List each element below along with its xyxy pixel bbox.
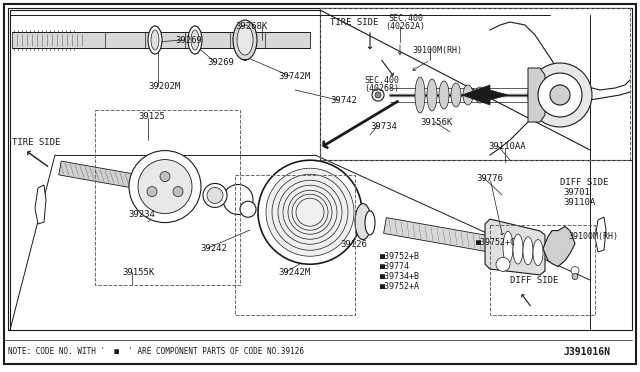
Circle shape: [538, 73, 582, 117]
Text: 39268K: 39268K: [235, 22, 268, 31]
Text: DIFF SIDE: DIFF SIDE: [560, 178, 609, 187]
Ellipse shape: [503, 231, 513, 263]
Circle shape: [572, 273, 578, 280]
Text: 39126: 39126: [340, 240, 367, 249]
Circle shape: [496, 257, 510, 272]
Circle shape: [258, 160, 362, 264]
Circle shape: [203, 183, 227, 208]
Text: (40262A): (40262A): [385, 22, 425, 31]
Ellipse shape: [365, 211, 375, 235]
Ellipse shape: [355, 203, 371, 240]
Text: TIRE SIDE: TIRE SIDE: [12, 138, 60, 147]
Text: 39202M: 39202M: [148, 82, 180, 91]
Circle shape: [571, 267, 579, 275]
Text: 39110A: 39110A: [563, 198, 595, 207]
Polygon shape: [543, 227, 575, 267]
Text: 39269: 39269: [175, 36, 202, 45]
Text: 39242M: 39242M: [278, 268, 310, 277]
Ellipse shape: [451, 83, 461, 107]
Ellipse shape: [151, 30, 159, 50]
Ellipse shape: [415, 77, 425, 113]
Ellipse shape: [148, 26, 162, 54]
Ellipse shape: [533, 240, 543, 266]
Circle shape: [372, 89, 384, 101]
Text: ■39752+C: ■39752+C: [476, 238, 516, 247]
Text: J391016N: J391016N: [563, 347, 610, 357]
Text: (40268): (40268): [364, 84, 399, 93]
Text: 39701: 39701: [563, 188, 590, 197]
Polygon shape: [528, 68, 545, 122]
Circle shape: [138, 160, 192, 214]
Bar: [8, 8, 632, 330]
Polygon shape: [383, 218, 501, 254]
Ellipse shape: [523, 237, 533, 265]
Text: 39234: 39234: [128, 210, 155, 219]
Ellipse shape: [191, 30, 199, 50]
Text: 39110AA: 39110AA: [488, 142, 525, 151]
Text: 39734: 39734: [370, 122, 397, 131]
Text: 39100M(RH): 39100M(RH): [412, 46, 462, 55]
Text: ■39752+B: ■39752+B: [380, 252, 420, 261]
Polygon shape: [35, 185, 46, 224]
Circle shape: [266, 168, 354, 256]
Text: ■39774: ■39774: [380, 262, 410, 271]
Text: DIFF SIDE: DIFF SIDE: [510, 276, 558, 285]
Text: 39742M: 39742M: [278, 72, 310, 81]
Ellipse shape: [439, 81, 449, 109]
Circle shape: [147, 187, 157, 196]
Text: SEC.400: SEC.400: [388, 14, 423, 23]
Circle shape: [207, 187, 223, 203]
Ellipse shape: [233, 20, 257, 60]
Polygon shape: [59, 161, 136, 188]
Polygon shape: [462, 85, 508, 105]
Polygon shape: [12, 32, 310, 48]
Bar: [320, 8, 632, 160]
Text: 39776: 39776: [476, 174, 503, 183]
Polygon shape: [485, 219, 545, 275]
Circle shape: [129, 151, 201, 222]
Ellipse shape: [463, 85, 473, 105]
Circle shape: [223, 185, 253, 215]
Bar: [320, 8, 630, 160]
Text: ■39734+B: ■39734+B: [380, 272, 420, 281]
Circle shape: [375, 92, 381, 98]
Circle shape: [173, 187, 183, 196]
Polygon shape: [595, 217, 606, 252]
Ellipse shape: [475, 87, 485, 103]
Text: 39100M(RH): 39100M(RH): [568, 232, 618, 241]
Ellipse shape: [513, 234, 523, 264]
Circle shape: [160, 171, 170, 182]
Text: 39242: 39242: [200, 244, 227, 253]
Text: SEC.400: SEC.400: [364, 76, 399, 85]
Ellipse shape: [188, 26, 202, 54]
Ellipse shape: [237, 25, 253, 55]
Bar: [490, 225, 595, 315]
Text: 39742: 39742: [330, 96, 357, 105]
Circle shape: [240, 201, 256, 217]
Bar: [235, 175, 355, 315]
Circle shape: [528, 63, 592, 127]
Ellipse shape: [427, 79, 437, 111]
Text: 39156K: 39156K: [420, 118, 452, 127]
Bar: [95, 110, 240, 285]
Text: TIRE SIDE: TIRE SIDE: [330, 18, 378, 27]
Text: 39155K: 39155K: [122, 268, 154, 277]
Text: NOTE: CODE NO. WITH '  ■  ' ARE COMPONENT PARTS OF CODE NO.39126: NOTE: CODE NO. WITH ' ■ ' ARE COMPONENT …: [8, 347, 304, 356]
Text: 39269: 39269: [207, 58, 234, 67]
Circle shape: [550, 85, 570, 105]
Text: ■39752+A: ■39752+A: [380, 282, 420, 291]
Text: 39125: 39125: [138, 112, 165, 121]
